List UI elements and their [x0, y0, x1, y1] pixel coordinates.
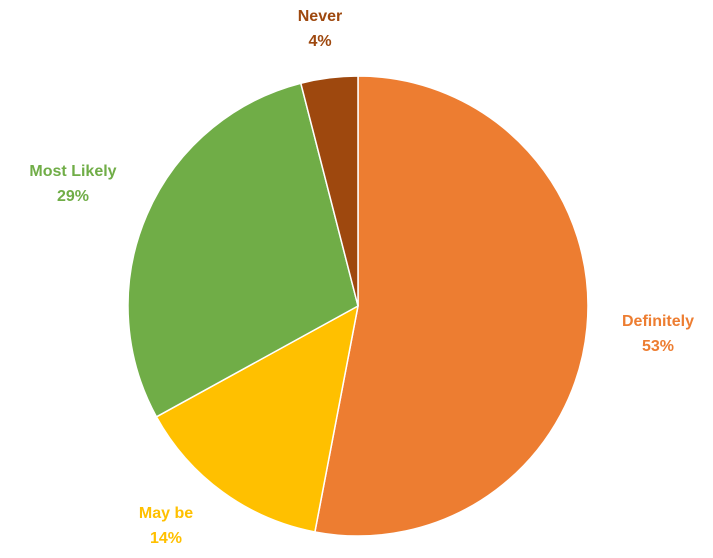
- pie-slice-never: [299, 75, 359, 307]
- slice-value-definitely: 53%: [642, 338, 674, 355]
- slice-label-most-likely: Most Likely: [29, 163, 116, 180]
- pie-labels: Definitely 53% May be 14% Most Likely 29% Neve…: [29, 8, 694, 547]
- slice-value-may-be: 14%: [150, 530, 182, 547]
- slice-label-never: Never: [298, 8, 342, 25]
- slice-value-never: 4%: [308, 33, 331, 50]
- slice-label-may-be: May be: [139, 505, 193, 522]
- pie-slices: [127, 75, 589, 537]
- slice-label-definitely: Definitely: [622, 313, 694, 330]
- pie-slice-most-likely: [127, 82, 359, 418]
- slice-value-most-likely: 29%: [57, 188, 89, 205]
- pie-slice-may-be: [155, 304, 360, 533]
- pie-slice-definitely: [314, 75, 589, 537]
